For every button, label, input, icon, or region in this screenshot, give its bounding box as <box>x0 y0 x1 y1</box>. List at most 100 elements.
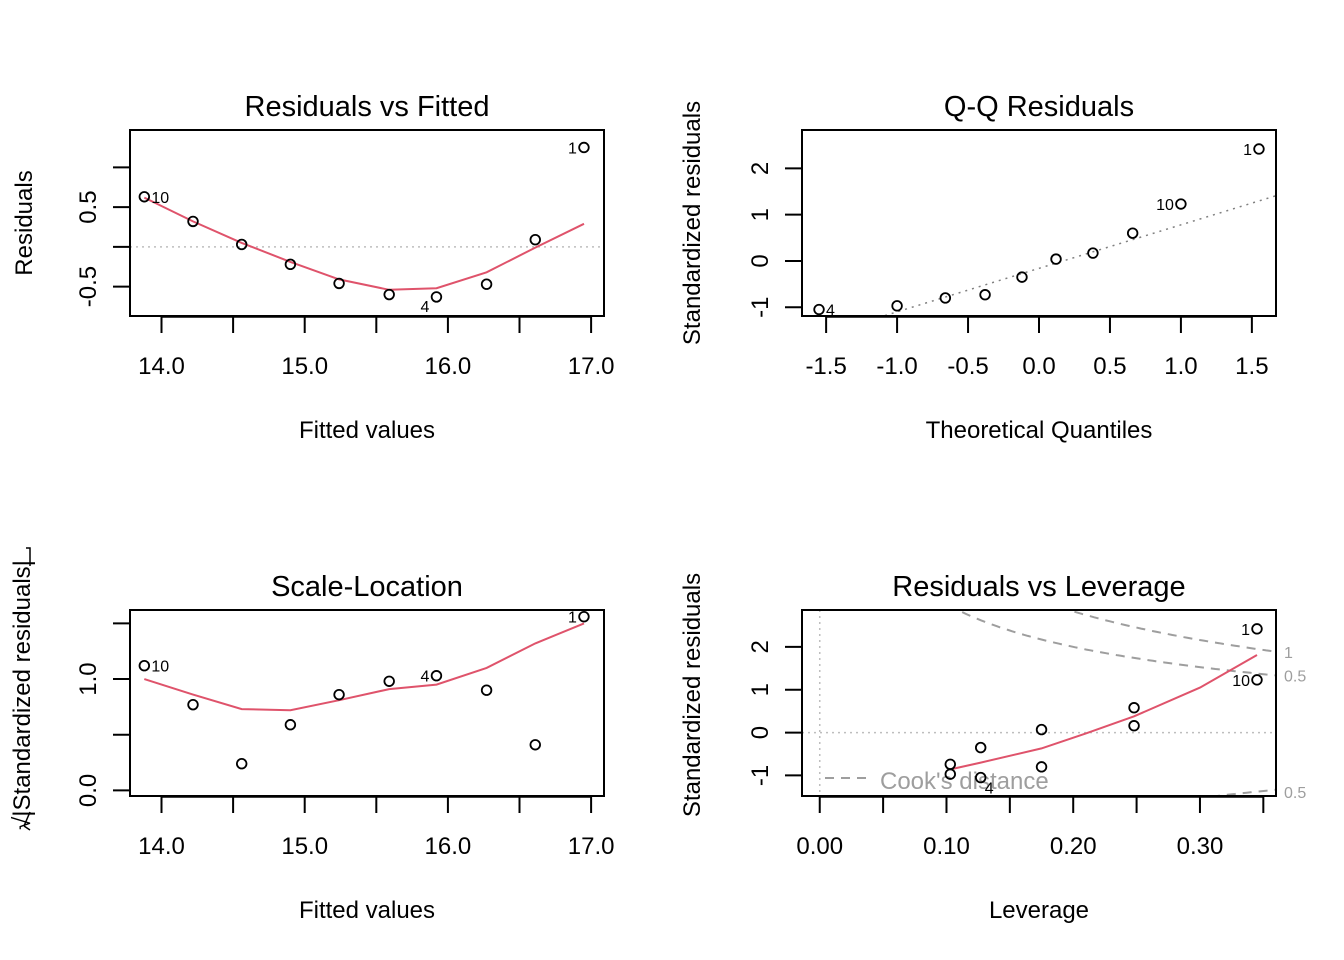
cooks-label-0-5-lower: 0.5 <box>1284 785 1306 802</box>
point-label: 1 <box>568 140 577 157</box>
x-axis: 0.00 0.10 0.20 0.30 <box>796 796 1265 860</box>
y-tick-label: 2 <box>747 640 774 653</box>
y-tick-label: -1 <box>747 297 774 318</box>
point-label: 4 <box>421 299 430 316</box>
x-tick-label: 17.0 <box>568 353 615 380</box>
data-point <box>1050 253 1062 265</box>
data-point <box>284 719 297 731</box>
data-points: 10 4 1 <box>138 140 590 316</box>
data-point <box>383 288 395 301</box>
y-tick-label: 1 <box>747 208 774 221</box>
y-tick-label: 1.0 <box>75 662 102 695</box>
data-point <box>944 768 956 780</box>
y-axis: -1 0 1 2 <box>747 640 802 786</box>
smooth-line <box>950 654 1258 771</box>
plot-area <box>130 196 604 291</box>
x-tick-label: 0.0 <box>1022 353 1055 380</box>
data-point <box>138 191 151 203</box>
data-point <box>138 659 151 672</box>
x-tick-label: 1.5 <box>1235 353 1268 380</box>
x-tick-label: 14.0 <box>138 833 185 860</box>
y-tick-label: 0.5 <box>75 190 102 223</box>
y-tick-label: 0 <box>747 726 774 739</box>
data-point <box>480 684 493 696</box>
panel-residuals-vs-leverage: Residuals vs Leverage 0.00 0.10 0.20 0.30 Lev… <box>679 571 1306 924</box>
data-point <box>1035 723 1048 736</box>
data-point <box>1128 720 1140 732</box>
data-point <box>529 739 541 751</box>
panel-scale-location: Scale-Location 14.0 15.0 16.0 17.0 Fitted val… <box>9 547 615 924</box>
chart-title: Residuals vs Fitted <box>245 91 490 123</box>
x-tick-label: -0.5 <box>947 353 988 380</box>
x-tick-label: 0.00 <box>796 833 843 860</box>
y-tick-label: 1 <box>747 683 774 696</box>
y-axis: -0.5 0.5 <box>75 166 130 307</box>
data-point <box>333 277 345 290</box>
data-point <box>939 292 952 304</box>
x-tick-label: 15.0 <box>281 833 328 860</box>
plot-area <box>143 622 585 712</box>
y-tick-label: 0.0 <box>75 774 102 807</box>
point-label: 10 <box>1156 197 1174 214</box>
cooks-distance-contour <box>1208 788 1276 796</box>
chart-title: Scale-Location <box>271 571 463 603</box>
y-axis-label: √|Standardized residuals| <box>9 560 36 830</box>
x-tick-label: 14.0 <box>138 353 185 380</box>
data-point <box>1035 761 1048 773</box>
y-axis-label: Standardized residuals <box>679 101 706 345</box>
data-point <box>975 741 987 754</box>
y-tick-label: 0 <box>747 254 774 267</box>
x-tick-label: 0.10 <box>923 833 970 860</box>
point-label: 10 <box>151 659 169 676</box>
cooks-label-1: 1 <box>1284 645 1293 662</box>
data-point <box>284 258 297 271</box>
sqrt-radical-icon <box>23 547 31 831</box>
smooth-line <box>143 622 585 712</box>
data-points: 10 4 1 <box>138 610 590 770</box>
y-tick-label: 2 <box>747 162 774 175</box>
data-point <box>235 758 248 770</box>
point-label: 1 <box>1243 142 1252 159</box>
data-point <box>480 278 493 290</box>
panel-qq-residuals: Q-Q Residuals -1.5 -1.0 -0.5 0.0 0.5 1.0 1.5 The… <box>679 91 1277 444</box>
y-axis: 0.0 1.0 <box>75 622 130 807</box>
x-tick-label: 17.0 <box>568 833 615 860</box>
y-axis-label: Standardized residuals <box>679 573 706 817</box>
data-point <box>1253 143 1265 155</box>
point-label: 10 <box>151 190 169 207</box>
x-axis-label: Leverage <box>989 897 1089 924</box>
data-point <box>430 291 443 303</box>
point-label: 1 <box>1241 622 1250 639</box>
y-axis-label: Residuals <box>11 170 38 275</box>
panel-residuals-vs-fitted: Residuals vs Fitted 14.0 15.0 16.0 17.0 Fitte… <box>11 91 614 444</box>
data-point <box>529 233 541 246</box>
x-axis: 14.0 15.0 16.0 17.0 <box>138 316 614 380</box>
point-label: 4 <box>421 669 430 686</box>
plot-area <box>880 194 1276 316</box>
x-tick-label: 0.20 <box>1050 833 1097 860</box>
data-point <box>813 303 825 316</box>
cooks-distance-contour <box>1065 610 1276 653</box>
data-points: 4 10 1 <box>813 142 1265 320</box>
cooks-label-0-5-upper: 0.5 <box>1284 668 1306 685</box>
point-label: 4 <box>826 303 835 320</box>
x-tick-label: 16.0 <box>425 353 472 380</box>
plot-box <box>801 609 1277 797</box>
x-axis: -1.5 -1.0 -0.5 0.0 0.5 1.0 1.5 <box>805 316 1269 380</box>
x-tick-label: 16.0 <box>425 833 472 860</box>
point-label: 10 <box>1232 673 1250 690</box>
data-point <box>430 670 443 682</box>
data-point <box>235 238 248 251</box>
data-point <box>1126 227 1139 239</box>
data-point <box>891 300 903 312</box>
data-point <box>1087 247 1099 259</box>
data-point <box>333 688 345 701</box>
x-tick-label: 0.5 <box>1093 353 1126 380</box>
data-point <box>383 675 395 687</box>
x-tick-label: 15.0 <box>281 353 328 380</box>
data-point <box>1128 702 1140 714</box>
plot-box <box>129 129 605 317</box>
data-point <box>975 771 987 784</box>
point-label: 1 <box>568 610 577 627</box>
